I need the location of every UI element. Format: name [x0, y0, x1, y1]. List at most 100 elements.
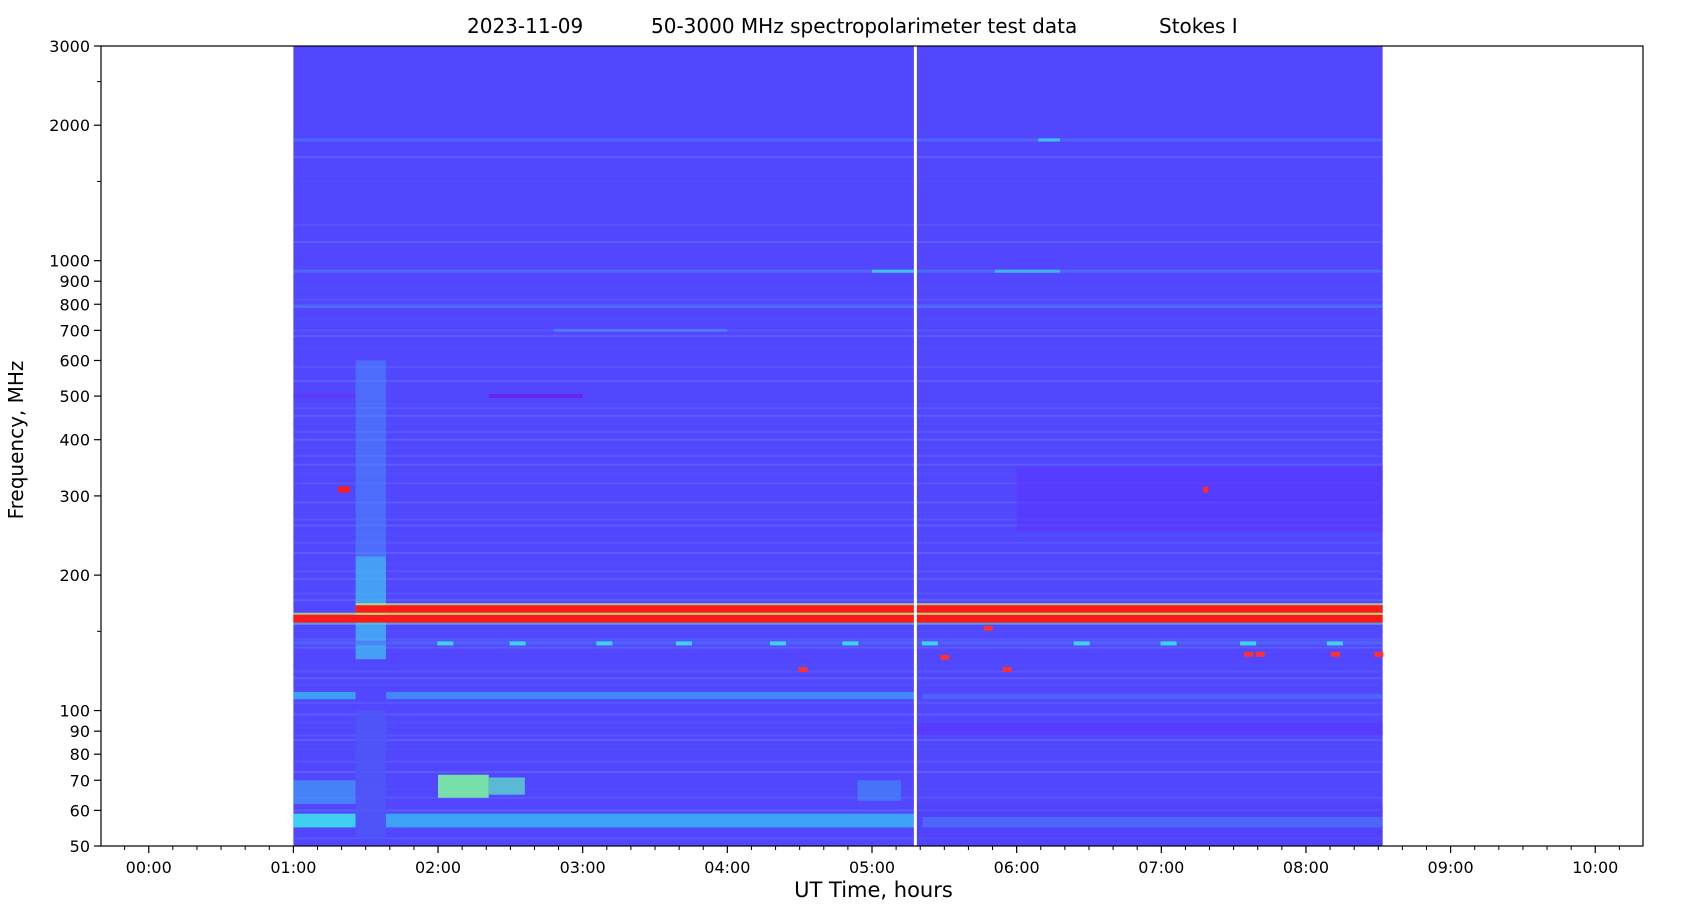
texture-line [293, 809, 1383, 812]
cyan-blip [437, 641, 454, 646]
texture-line [293, 646, 1383, 649]
x-tick-label: 10:00 [1572, 858, 1618, 877]
texture-line [293, 224, 1383, 227]
y-tick-label: 900 [59, 272, 90, 291]
cyan-blip [769, 641, 786, 646]
y-tick-label: 50 [70, 837, 90, 856]
rfi-red-band-160-edge [293, 612, 1383, 615]
purple-region [1016, 465, 1383, 532]
rfi-blip [1002, 667, 1012, 673]
rfi-blip [940, 654, 950, 660]
y-tick-label: 80 [70, 745, 90, 764]
texture-line [293, 501, 1383, 504]
rfi-line [872, 269, 916, 273]
y-tick-label: 300 [59, 487, 90, 506]
texture-line [293, 562, 1383, 565]
y-tick-label: 60 [70, 801, 90, 820]
burst-column [355, 710, 386, 839]
texture-line [293, 346, 1383, 349]
texture-line [293, 713, 1383, 716]
rfi-line [293, 304, 1383, 308]
cyan-blip [675, 641, 692, 646]
y-tick-label: 800 [59, 295, 90, 314]
texture-line [293, 683, 1383, 686]
texture-line [293, 180, 1383, 183]
rfi-line [293, 138, 1383, 142]
texture-line [293, 318, 1383, 321]
texture-line [293, 748, 1383, 751]
purple-line [293, 394, 356, 399]
y-tick-label: 500 [59, 387, 90, 406]
cyan-blip [1073, 641, 1090, 646]
texture-line [293, 787, 1383, 790]
x-tick-label: 09:00 [1428, 858, 1474, 877]
rfi-line [994, 269, 1061, 273]
x-tick-label: 00:00 [126, 858, 172, 877]
rfi-line [1038, 138, 1061, 142]
texture-line [293, 524, 1383, 527]
texture-line [293, 403, 1383, 406]
texture-line [293, 463, 1383, 466]
cyan-blip [921, 641, 938, 646]
cyan-band [385, 691, 916, 700]
y-tick-label: 100 [59, 702, 90, 721]
cyan-blip [509, 641, 526, 646]
texture-line [293, 422, 1383, 425]
texture-line [293, 771, 1383, 774]
cyan-blip [1326, 641, 1343, 646]
x-tick-label: 07:00 [1138, 858, 1184, 877]
texture-line [293, 664, 1383, 667]
title-stokes: Stokes I [1159, 14, 1238, 38]
texture-line [293, 701, 1383, 704]
rfi-blip [1203, 486, 1209, 493]
texture-line [293, 630, 1383, 633]
cyan-band [293, 813, 356, 828]
texture-line [293, 298, 1383, 301]
rfi-line [293, 640, 1383, 645]
cyan-band [857, 780, 901, 801]
y-tick-label: 600 [59, 351, 90, 370]
x-tick-label: 06:00 [994, 858, 1040, 877]
rfi-blip [1330, 651, 1340, 657]
texture-line [293, 518, 1383, 521]
spectrogram-bands [293, 138, 1384, 846]
cyan-band [293, 780, 356, 804]
y-tick-label: 90 [70, 722, 90, 741]
y-axis-label: Frequency, MHz [4, 360, 28, 520]
cyan-band [385, 813, 916, 828]
burst-column [355, 360, 386, 557]
texture-line [293, 796, 1383, 799]
texture-line [293, 414, 1383, 417]
texture-line [293, 241, 1383, 244]
texture-line [293, 533, 1383, 536]
texture-line [293, 551, 1383, 554]
texture-line [293, 739, 1383, 742]
rfi-blip [983, 625, 993, 631]
texture-line [293, 446, 1383, 449]
rfi-blip [1244, 651, 1254, 657]
cyan-band [922, 693, 1383, 700]
texture-line [293, 155, 1383, 158]
texture-line [293, 511, 1383, 514]
y-tick-label: 2000 [49, 116, 90, 135]
texture-line [293, 366, 1383, 369]
x-tick-label: 03:00 [560, 858, 606, 877]
spectrogram-data-region [293, 46, 1383, 846]
y-tick-label: 700 [59, 321, 90, 340]
x-axis-ticks: 00:00 01:00 02:00 03:00 04:00 05:00 06:00 07:00… [124, 846, 1620, 877]
texture-line [293, 431, 1383, 434]
x-tick-label: 01:00 [270, 858, 316, 877]
texture-line [293, 407, 1383, 410]
texture-line [293, 677, 1383, 680]
texture-line [293, 670, 1383, 673]
texture-line [293, 454, 1383, 457]
texture-line [293, 380, 1383, 383]
x-tick-label: 08:00 [1283, 858, 1329, 877]
texture-line [293, 721, 1383, 724]
texture-line [293, 592, 1383, 595]
rfi-blip [798, 667, 808, 673]
texture-line [293, 599, 1383, 602]
